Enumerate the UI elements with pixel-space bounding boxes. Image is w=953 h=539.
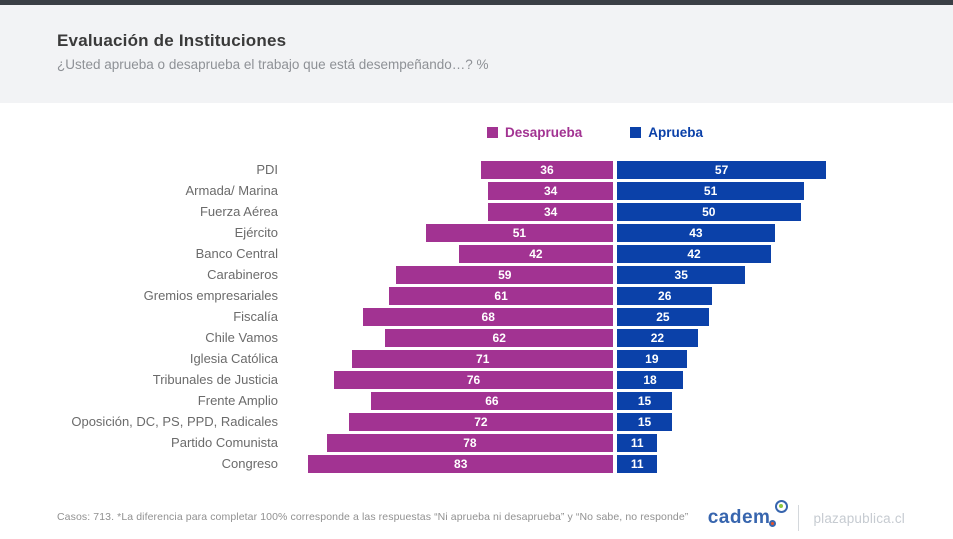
- desaprueba-bar: 76: [334, 371, 613, 389]
- aprueba-swatch-icon: [630, 127, 642, 138]
- chart-row: Congreso 83 11: [0, 454, 953, 475]
- desaprueba-bar: 72: [348, 413, 613, 431]
- chart-row: Fiscalía 68 25: [0, 307, 953, 328]
- chart-row: Iglesia Católica 71 19: [0, 349, 953, 370]
- desaprueba-bar: 78: [326, 434, 613, 452]
- aprueba-bar: 15: [617, 413, 673, 431]
- category-label: Armada/ Marina: [185, 183, 278, 198]
- category-label: Ejército: [234, 225, 278, 240]
- legend: Desaprueba Aprueba: [487, 125, 703, 140]
- chart-row: Ejército 51 43: [0, 223, 953, 244]
- desaprueba-bar: 62: [385, 329, 613, 347]
- legend-item-desaprueba: Desaprueba: [487, 125, 582, 140]
- aprueba-bar: 43: [617, 224, 775, 242]
- desaprueba-bar: 34: [488, 182, 613, 200]
- page-subtitle: ¿Usted aprueba o desaprueba el trabajo q…: [57, 57, 489, 72]
- category-label: Fiscalía: [233, 309, 278, 324]
- brand-divider: [798, 505, 800, 531]
- chart-row: Banco Central 42 42: [0, 244, 953, 265]
- cadem-logo-dot-icon: [769, 520, 777, 527]
- chart-row: Armada/ Marina 34 51: [0, 181, 953, 202]
- cadem-logo-text: cadem: [707, 507, 771, 528]
- chart-row: Partido Comunista 78 11: [0, 433, 953, 454]
- chart-row: Tribunales de Justicia 76 18: [0, 370, 953, 391]
- aprueba-bar: 42: [617, 245, 772, 263]
- chart-row: Chile Vamos 62 22: [0, 328, 953, 349]
- aprueba-bar: 19: [617, 350, 687, 368]
- category-label: Iglesia Católica: [189, 351, 278, 366]
- chart-row: Carabineros 59 35: [0, 265, 953, 286]
- top-accent-bar: [0, 0, 953, 5]
- category-label: Banco Central: [195, 246, 278, 261]
- desaprueba-bar: 42: [458, 245, 613, 263]
- aprueba-bar: 11: [617, 455, 658, 473]
- aprueba-bar: 35: [617, 266, 746, 284]
- category-label: Partido Comunista: [171, 435, 278, 450]
- partner-site-label: plazapublica.cl: [813, 510, 905, 526]
- aprueba-bar: 11: [617, 434, 658, 452]
- page-title: Evaluación de Instituciones: [57, 31, 287, 50]
- aprueba-bar: 26: [617, 287, 713, 305]
- category-label: Gremios empresariales: [143, 288, 278, 303]
- desaprueba-swatch-icon: [487, 127, 498, 138]
- category-label: PDI: [256, 162, 278, 177]
- desaprueba-bar: 59: [396, 266, 613, 284]
- cadem-logo-circle-icon: [775, 500, 789, 513]
- desaprueba-bar: 34: [488, 203, 613, 221]
- category-label: Fuerza Aérea: [199, 204, 278, 219]
- aprueba-bar: 51: [617, 182, 805, 200]
- category-label: Chile Vamos: [205, 330, 278, 345]
- chart-row: Gremios empresariales 61 26: [0, 286, 953, 307]
- desaprueba-bar: 61: [389, 287, 613, 305]
- aprueba-bar: 50: [617, 203, 801, 221]
- aprueba-bar: 18: [617, 371, 684, 389]
- legend-label-desaprueba: Desaprueba: [505, 125, 583, 140]
- chart-row: Frente Amplio 66 15: [0, 391, 953, 412]
- category-label: Oposición, DC, PS, PPD, Radicales: [71, 414, 278, 429]
- aprueba-bar: 57: [617, 161, 827, 179]
- chart-row: PDI 36 57: [0, 160, 953, 181]
- desaprueba-bar: 71: [352, 350, 613, 368]
- category-label: Carabineros: [207, 267, 278, 282]
- desaprueba-bar: 66: [370, 392, 613, 410]
- header: Evaluación de Instituciones ¿Usted aprue…: [0, 5, 953, 103]
- aprueba-bar: 15: [617, 392, 673, 410]
- aprueba-bar: 22: [617, 329, 698, 347]
- desaprueba-bar: 68: [363, 308, 613, 326]
- desaprueba-bar: 36: [480, 161, 613, 179]
- aprueba-bar: 25: [617, 308, 709, 326]
- legend-item-aprueba: Aprueba: [630, 125, 703, 140]
- chart-row: Oposición, DC, PS, PPD, Radicales 72 15: [0, 412, 953, 433]
- desaprueba-bar: 51: [425, 224, 613, 242]
- chart-row: Fuerza Aérea 34 50: [0, 202, 953, 223]
- cadem-logo: cadem: [707, 500, 789, 529]
- desaprueba-bar: 83: [308, 455, 613, 473]
- category-label: Tribunales de Justicia: [152, 372, 278, 387]
- legend-label-aprueba: Aprueba: [648, 125, 704, 140]
- brand-footer: cadem plazapublica.cl: [708, 500, 905, 536]
- diverging-bar-chart: PDI 36 57 Armada/ Marina 34 51 Fuerza Aérea 34 5…: [0, 160, 953, 475]
- footnote: Casos: 713. *La diferencia para completa…: [57, 511, 689, 523]
- category-label: Congreso: [221, 456, 278, 471]
- category-label: Frente Amplio: [197, 393, 278, 408]
